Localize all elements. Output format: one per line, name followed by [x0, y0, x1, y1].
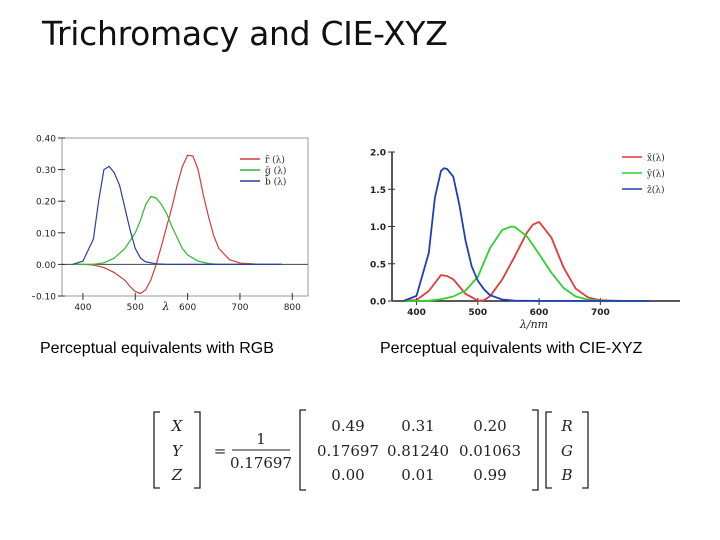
legend-label: x̄(λ)	[647, 153, 665, 164]
x-tick-label: 800	[284, 303, 301, 312]
legend-label: ḡ (λ)	[265, 166, 286, 177]
slide-title: Trichromacy and CIE-XYZ	[42, 14, 448, 53]
x-tick-label: 500	[127, 303, 144, 312]
conversion-equation: X Y Z = 1 0.17697 0.49 0.31 0.20 0.17697 0.8…	[153, 409, 589, 491]
rhs-r: R	[560, 417, 572, 435]
fraction-denominator: 0.17697	[230, 454, 292, 472]
series-line-2	[72, 195, 282, 265]
legend-label: z̄(λ)	[647, 185, 664, 196]
series-line-2	[404, 225, 650, 302]
x-tick-label: 600	[179, 303, 196, 312]
plot-frame	[61, 137, 309, 297]
caption-rgb: Perceptual equivalents with RGB	[40, 340, 274, 357]
y-tick-label: 1.5	[370, 186, 386, 196]
series-line-1	[404, 221, 650, 302]
series-line-3	[403, 167, 650, 302]
y-tick-label: 0.40	[36, 135, 56, 145]
x-tick-label: 700	[231, 303, 248, 312]
y-tick-label: 0.20	[36, 198, 56, 208]
x-tick-label: 500	[468, 308, 487, 318]
matrix-cell-r1c0: 0.17697	[317, 442, 379, 460]
equals-sign: =	[214, 442, 227, 460]
rhs-g: G	[561, 442, 573, 460]
x-tick-label: 400	[407, 308, 426, 318]
lhs-y: Y	[172, 442, 184, 460]
y-tick-label: 1.0	[370, 223, 386, 233]
legend-label: b̄ (λ)	[265, 176, 287, 188]
y-tick-label: 0.00	[36, 261, 56, 271]
fraction-numerator: 1	[256, 430, 266, 448]
series-line-1	[72, 154, 282, 295]
x-axis-label: λ/nm	[519, 318, 548, 330]
matrix-cell-r1c1: 0.81240	[387, 442, 449, 460]
matrix-cell-r0c0: 0.49	[331, 417, 364, 435]
rhs-b: B	[560, 466, 572, 484]
y-tick-label: −0.10	[32, 293, 56, 303]
matrix-cell-r2c1: 0.01	[401, 466, 434, 484]
lhs-z: Z	[171, 466, 183, 484]
y-tick-label: 2.0	[370, 149, 386, 159]
series-line-3	[72, 165, 282, 265]
y-tick-label: 0.0	[370, 298, 386, 308]
rgb-color-matching-chart: 0.40 0.30 0.20 0.10 0.00 −0.10 400 500 600 700 800…	[32, 130, 314, 312]
matrix-cell-r0c1: 0.31	[401, 417, 434, 435]
x-axis-label: λ	[162, 300, 170, 312]
legend-label: r̄ (λ)	[265, 155, 285, 166]
x-tick-label: 400	[74, 303, 91, 312]
caption-xyz: Perceptual equivalents with CIE-XYZ	[380, 340, 643, 357]
matrix-cell-r2c2: 0.99	[473, 466, 506, 484]
x-tick-label: 600	[530, 308, 549, 318]
y-tick-label: 0.5	[370, 260, 386, 270]
y-tick-label: 0.10	[36, 229, 56, 239]
matrix-cell-r2c0: 0.00	[331, 466, 364, 484]
lhs-x: X	[171, 417, 184, 435]
matrix-cell-r1c2: 0.01063	[459, 442, 521, 460]
xyz-color-matching-chart: 2.0 1.5 1.0 0.5 0.0 400 500 600 700 λ/nm x̄(λ) ȳ(λ)…	[356, 140, 686, 330]
matrix-cell-r0c2: 0.20	[473, 417, 506, 435]
y-tick-label: 0.30	[36, 166, 56, 176]
x-tick-label: 700	[591, 308, 610, 318]
legend-label: ȳ(λ)	[646, 169, 665, 180]
